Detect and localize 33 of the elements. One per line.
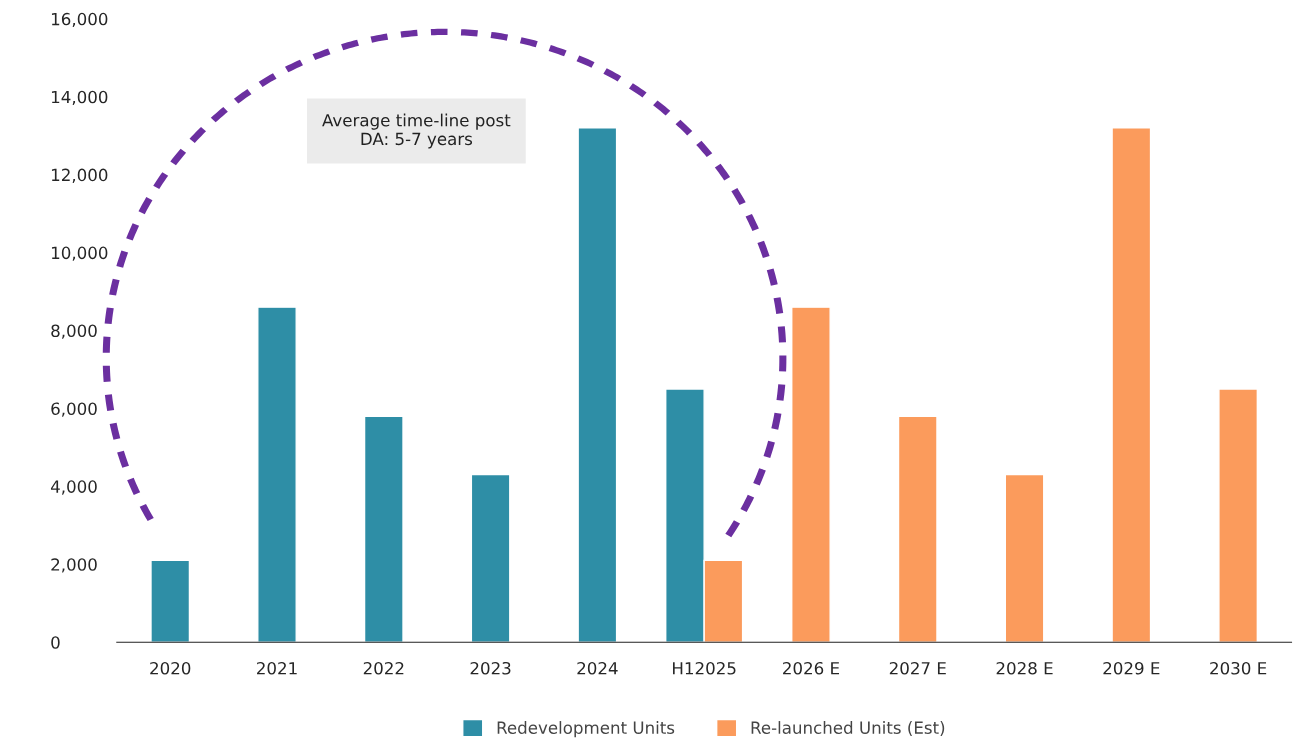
- x-tick-label: 2024: [577, 661, 618, 675]
- bar: [1218, 388, 1259, 643]
- y-tick-label: 14,000: [51, 90, 108, 105]
- x-tick-label: H12025: [673, 661, 736, 675]
- y-tick-label: 2,000: [51, 558, 97, 573]
- bar: [150, 559, 191, 643]
- bar: [470, 473, 511, 643]
- bar: [1111, 127, 1152, 643]
- bar: [577, 127, 618, 643]
- x-tick-label: 2022: [363, 661, 404, 675]
- y-tick-label: 10,000: [51, 246, 108, 261]
- x-tick-label: 2023: [470, 661, 511, 675]
- y-tick-label: 16,000: [51, 12, 108, 28]
- bar: [897, 415, 938, 643]
- y-tick-label: 4,000: [50, 480, 97, 495]
- y-tick-label: 6,000: [51, 402, 97, 417]
- x-tick-label: 2030 E: [1210, 661, 1267, 675]
- x-tick-label: 2021: [257, 661, 297, 675]
- x-tick-label: 2029 E: [1103, 661, 1160, 675]
- bar: [791, 306, 831, 643]
- legend-label: Redevelopment Units: [497, 721, 675, 738]
- y-tick-label: 8,000: [51, 324, 97, 339]
- annotation: Average time-line post DA: 5-7 years: [322, 113, 511, 149]
- bar: [363, 415, 404, 643]
- bar: [1004, 473, 1045, 643]
- x-tick-label: 2020: [150, 661, 191, 675]
- bar: [257, 306, 297, 643]
- x-tick-label: 2028 E: [996, 661, 1053, 675]
- x-tick-label: 2027 E: [889, 661, 946, 675]
- x-tick-label: 2026 E: [783, 661, 840, 675]
- y-tick-label: 0: [51, 636, 60, 649]
- y-tick-label: 12,000: [51, 168, 108, 183]
- legend-label: Re-launched Units (Est): [751, 721, 945, 736]
